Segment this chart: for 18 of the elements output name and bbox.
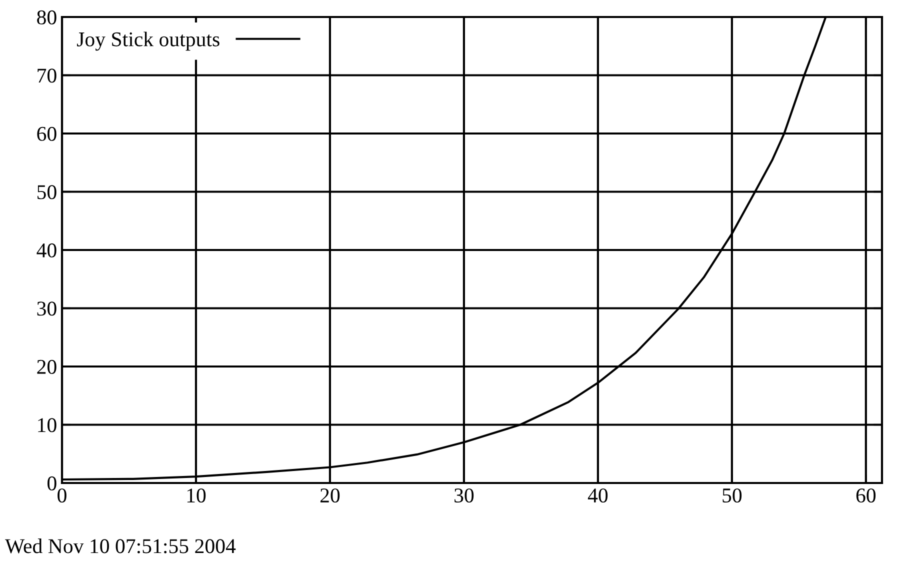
y-tick-label: 10 (38, 418, 56, 432)
y-tick-label: 30 (37, 302, 56, 316)
y-tick-label: 50 (38, 185, 56, 200)
y-tick-label: 80 (37, 10, 56, 24)
x-tick-label: 30 (454, 488, 474, 503)
y-tick-label: 60 (37, 126, 56, 141)
x-tick-label: 40 (588, 488, 608, 503)
y-tick-label: 40 (36, 243, 56, 258)
y-tick-label: 20 (37, 360, 56, 374)
y-tick-label: 70 (38, 68, 56, 83)
x-tick-label: 20 (320, 488, 340, 503)
x-tick-label: 50 (722, 488, 742, 503)
legend-label: Joy Stick outputs (77, 32, 220, 51)
x-tick-label: 0 (58, 488, 66, 503)
y-tick-label: 0 (48, 476, 56, 490)
x-tick-label: 60 (856, 488, 876, 503)
x-tick-label: 10 (187, 488, 206, 503)
text: Wed Nov 10 07:51:55 2004 (5, 538, 236, 554)
